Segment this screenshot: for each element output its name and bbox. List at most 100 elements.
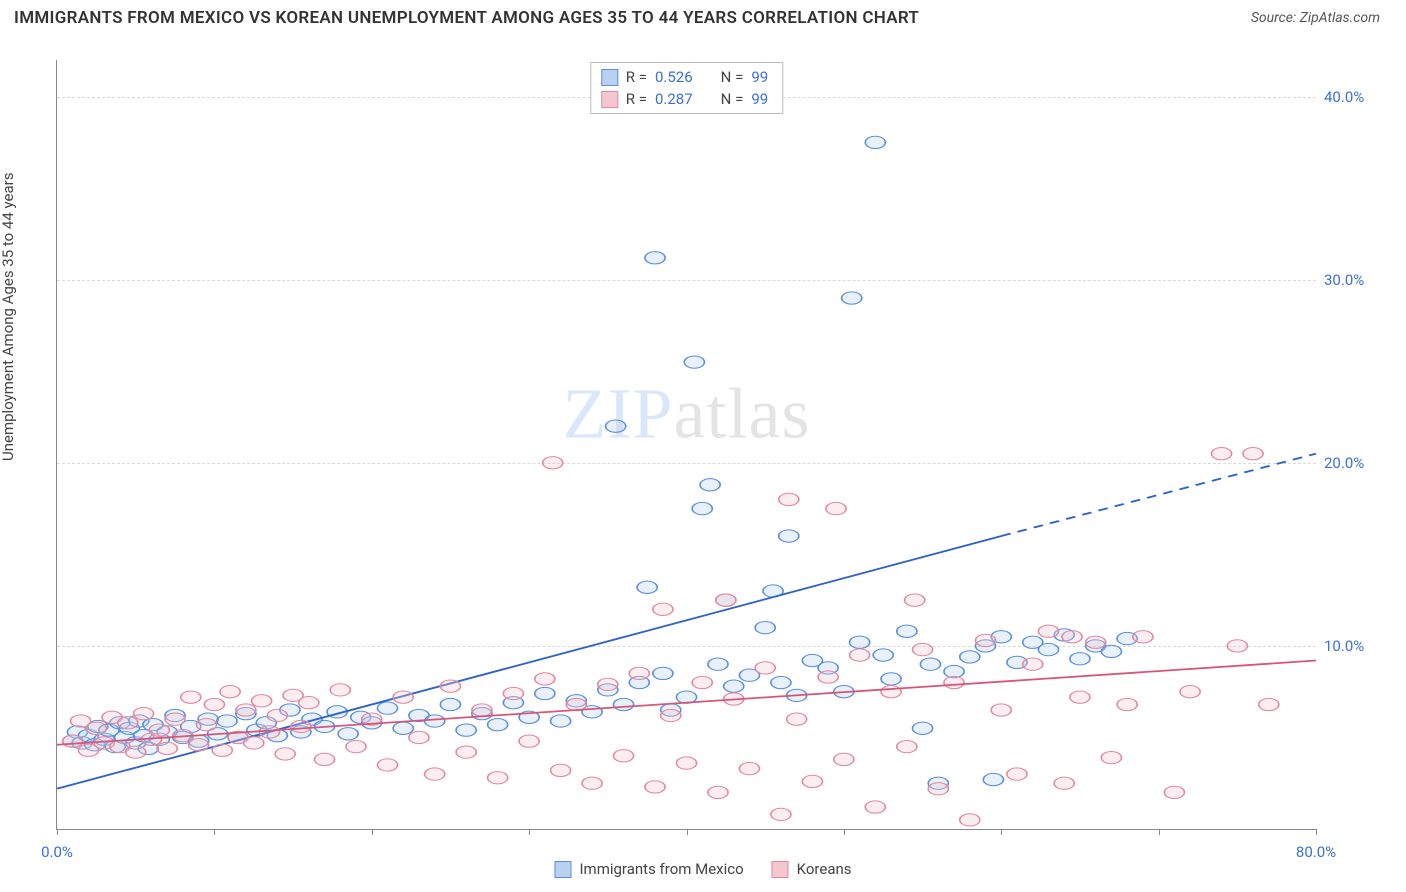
x-tick-mark [57,829,58,835]
data-point [157,742,177,754]
data-point [653,603,673,615]
legend-n-value: 99 [751,68,768,86]
data-point [818,671,838,683]
data-point [543,457,563,469]
data-point [133,707,153,719]
data-point [991,704,1011,716]
legend-swatch [601,91,618,108]
data-point [708,786,728,798]
data-point [598,678,618,690]
data-point [86,722,106,734]
data-point [165,713,185,725]
data-point [118,717,138,729]
data-point [456,724,476,736]
data-point [488,772,508,784]
data-point [425,768,445,780]
data-point [217,715,237,727]
data-point [771,808,791,820]
data-point [881,686,901,698]
data-point [1070,653,1090,665]
data-point [212,744,232,756]
data-point [873,649,893,661]
data-point [259,726,279,738]
data-point [535,673,555,685]
x-tick-mark [1159,829,1160,835]
data-point [865,136,885,148]
data-point [629,667,649,679]
data-point [637,581,657,593]
data-point [645,252,665,264]
data-point [912,643,932,655]
data-point [377,702,397,714]
y-axis-label: Unemployment Among Ages 35 to 44 years [0,173,17,461]
data-point [960,814,980,826]
y-tick-label: 10.0% [1324,637,1384,655]
data-point [645,781,665,793]
chart-container: Unemployment Among Ages 35 to 44 years Z… [14,44,1392,878]
legend-correlation-row: R =0.526N =99 [599,66,770,88]
data-point [755,662,775,674]
data-point [912,722,932,734]
y-tick-label: 30.0% [1324,271,1384,289]
data-point [244,737,264,749]
data-point [252,695,272,707]
data-point [275,748,295,760]
data-point [739,762,759,774]
data-point [1007,768,1027,780]
data-point [377,759,397,771]
data-point [220,686,240,698]
data-point [1038,625,1058,637]
data-point [905,594,925,606]
data-point [1243,448,1263,460]
data-point [676,757,696,769]
scatter-svg [57,60,1316,829]
data-point [724,680,744,692]
data-point [787,713,807,725]
data-point [928,783,948,795]
legend-series-label: Immigrants from Mexico [579,860,743,878]
data-point [519,735,539,747]
data-point [1070,691,1090,703]
legend-swatch [601,69,618,86]
legend-r-label: R = [626,90,647,108]
data-point [1086,636,1106,648]
x-tick-label: 80.0% [1296,843,1336,861]
data-point [551,715,571,727]
data-point [1062,631,1082,643]
data-point [826,502,846,514]
legend-swatch [554,861,571,878]
data-point [850,649,870,661]
data-point [661,709,681,721]
x-tick-mark [687,829,688,835]
data-point [393,691,413,703]
data-point [613,750,633,762]
data-point [834,753,854,765]
data-point [488,718,508,730]
data-point [881,673,901,685]
legend-series-item: Koreans [772,860,852,878]
x-tick-label: 0.0% [41,843,73,861]
data-point [1164,786,1184,798]
y-tick-label: 20.0% [1324,454,1384,472]
data-point [346,740,366,752]
data-point [960,651,980,663]
data-point [897,625,917,637]
data-point [196,718,216,730]
source-value: ZipAtlas.com [1300,10,1380,26]
data-point [204,698,224,710]
data-point [716,594,736,606]
legend-correlation-row: R =0.287N =99 [599,88,770,110]
source-attribution: Source: ZipAtlas.com [1251,10,1380,26]
data-point [236,704,256,716]
data-point [755,621,775,633]
data-point [700,479,720,491]
data-point [708,658,728,670]
legend-series: Immigrants from Mexico Koreans [554,860,851,878]
legend-r-label: R = [626,68,647,86]
x-tick-mark [372,829,373,835]
legend-n-label: N = [721,68,744,86]
x-tick-mark [214,829,215,835]
x-tick-mark [844,829,845,835]
y-tick-label: 40.0% [1324,88,1384,106]
data-point [267,709,287,721]
